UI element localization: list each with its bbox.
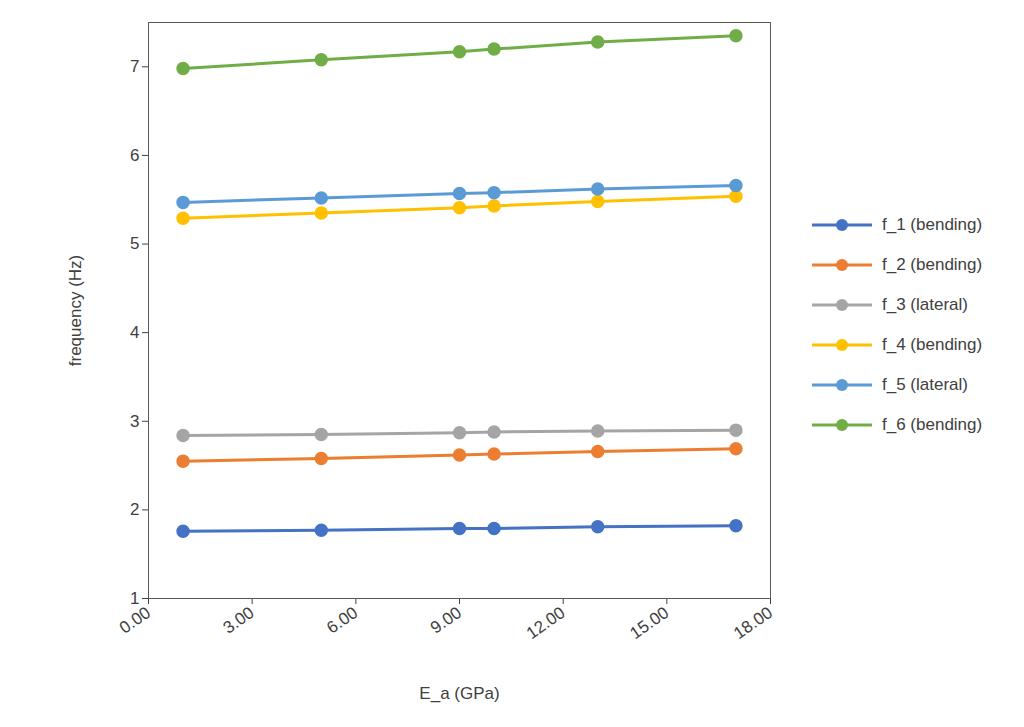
- html-text:f_3 (lateral): f_3 (lateral): [882, 295, 968, 314]
- html-text:f_6 (bending): f_6 (bending): [882, 415, 983, 434]
- svg-text:3: 3: [130, 412, 139, 431]
- svg-text:E_a (GPa): E_a (GPa): [419, 684, 499, 703]
- svg-text:6.00: 6.00: [323, 603, 361, 638]
- svg-text:3.00: 3.00: [220, 603, 258, 638]
- svg-text:0.00: 0.00: [116, 603, 154, 638]
- svg-text:4: 4: [130, 323, 139, 342]
- html-text:f_1 (bending): f_1 (bending): [882, 215, 983, 234]
- svg-text:15.00: 15.00: [626, 603, 672, 643]
- svg-text:2: 2: [130, 500, 139, 519]
- svg-text:6: 6: [130, 146, 139, 165]
- svg-text:7: 7: [130, 57, 139, 76]
- svg-text:12.00: 12.00: [523, 603, 569, 643]
- svg-text:18.00: 18.00: [730, 603, 776, 643]
- html-text:f_2 (bending): f_2 (bending): [882, 255, 983, 274]
- svg-text:9.00: 9.00: [427, 603, 465, 638]
- html-text:f_4 (bending): f_4 (bending): [882, 335, 983, 354]
- svg-text:1: 1: [130, 589, 139, 608]
- html-text:f_5 (lateral): f_5 (lateral): [882, 375, 968, 394]
- svg-text:5: 5: [130, 234, 139, 253]
- svg-text:frequency (Hz): frequency (Hz): [66, 255, 85, 366]
